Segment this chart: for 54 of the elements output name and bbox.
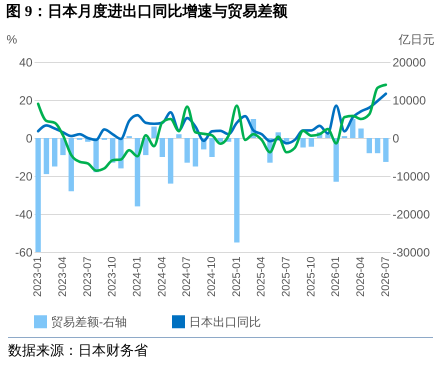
x-tick-label: 2025-10 xyxy=(305,256,318,297)
bar xyxy=(184,138,190,163)
y2-tick-label: -30000 xyxy=(392,246,430,260)
x-tick-label: 2024-07 xyxy=(181,256,194,297)
x-tick-label: 2025-01 xyxy=(230,256,243,297)
bar xyxy=(374,138,380,154)
bar xyxy=(44,138,50,174)
x-tick-label: 2026-04 xyxy=(355,256,368,297)
x-tick-label: 2025-07 xyxy=(280,256,293,297)
bar xyxy=(52,138,58,166)
y-tick-label: -20 xyxy=(15,170,33,184)
y-tick-label: -40 xyxy=(15,208,33,222)
x-tick-label: 2024-04 xyxy=(156,256,168,297)
x-tick-label: 2023-10 xyxy=(106,256,119,297)
x-tick-label: 2023-04 xyxy=(56,256,69,297)
x-tick-label: 2024-01 xyxy=(131,256,144,297)
y-tick-label: 0 xyxy=(26,132,33,146)
bar xyxy=(308,138,314,147)
bar xyxy=(358,128,364,138)
bar xyxy=(300,138,306,148)
x-tick-label: 2026-07 xyxy=(380,256,392,297)
bar xyxy=(160,138,166,157)
y2-tick-label: -10000 xyxy=(392,170,430,184)
source-note: 数据来源：日本财务省 xyxy=(8,337,433,360)
chart-title: 图 9：日本月度进出口同比增速与贸易差额 xyxy=(6,2,288,20)
bar xyxy=(383,138,389,162)
legend-label: 日本出口同比 xyxy=(189,314,261,329)
bar xyxy=(209,138,215,157)
x-tick-label: 2023-01 xyxy=(32,256,44,297)
bar xyxy=(176,134,182,138)
bar xyxy=(284,138,290,142)
bar xyxy=(151,126,157,138)
bar xyxy=(234,138,240,242)
line-series xyxy=(36,84,388,172)
x-tick-label: 2026-01 xyxy=(330,256,342,297)
y2-tick-label: 10000 xyxy=(392,94,426,108)
y-axis-title: % xyxy=(6,32,18,46)
y-tick-label: 20 xyxy=(19,94,33,108)
y-tick-label: -60 xyxy=(15,246,33,260)
bar xyxy=(68,138,74,192)
legend-label: 贸易差额-右轴 xyxy=(51,314,127,329)
y2-tick-label: -20000 xyxy=(392,208,430,222)
y2-tick-label: 20000 xyxy=(392,56,426,70)
bar xyxy=(325,134,331,138)
x-tick-label: 2025-04 xyxy=(256,256,268,297)
bar xyxy=(168,138,174,184)
y2-axis-title: 亿日元 xyxy=(398,32,434,46)
bar xyxy=(192,138,198,166)
bar xyxy=(366,138,372,154)
x-tick-label: 2024-10 xyxy=(206,256,218,297)
y2-tick-label: 0 xyxy=(392,132,400,146)
y-tick-label: 40 xyxy=(19,56,33,70)
x-tick-label: 2023-07 xyxy=(82,256,94,297)
bar xyxy=(35,138,41,252)
